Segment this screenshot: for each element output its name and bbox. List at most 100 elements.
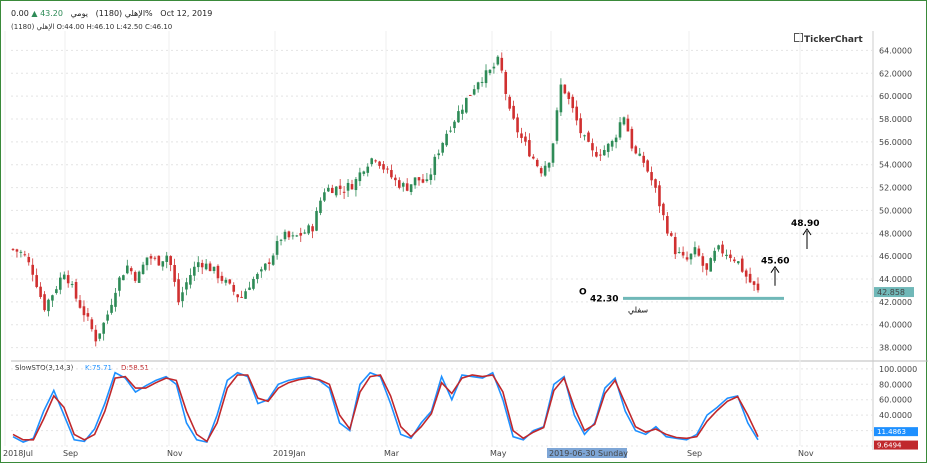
target-label-high: 48.90	[791, 219, 819, 229]
price-tick-label: 58.0000	[879, 115, 912, 124]
candle-body	[543, 165, 547, 176]
time-tick-label: 2019-06-30 Sunday	[549, 449, 628, 458]
candle-body	[291, 235, 295, 237]
candle-body	[263, 263, 267, 270]
change-percent: 0.00%	[11, 9, 153, 18]
chart-logo-icon	[794, 33, 803, 42]
candle-body	[409, 184, 413, 193]
osc-tick-label: 100.0000	[879, 365, 917, 374]
candle-body	[110, 304, 113, 313]
k-line	[12, 371, 759, 444]
candle-body	[334, 186, 338, 196]
d-value-box	[874, 440, 918, 450]
arrow-up-icon	[802, 228, 812, 236]
time-tick-label: Sep	[687, 449, 702, 458]
candle-body	[752, 281, 756, 285]
header-bar: الإهلي (1180) يومي 43.20 ▲ 0.00% Oct 12,…	[11, 9, 212, 18]
price-tick-label: 56.0000	[879, 138, 912, 147]
candle-body	[591, 143, 594, 151]
candle-body	[401, 183, 405, 187]
candle-body	[287, 231, 291, 238]
candle-body	[216, 265, 220, 279]
candle-body	[19, 251, 23, 253]
crosshair-date-box	[547, 448, 627, 458]
candle-body	[390, 170, 393, 178]
time-tick-label: Mar	[384, 449, 400, 458]
candle-body	[465, 97, 468, 113]
candle-body	[595, 151, 598, 157]
candle-body	[228, 279, 232, 284]
candle-body	[133, 272, 137, 281]
candle-body	[208, 263, 212, 272]
time-axis: 2018Jul Sep Nov 2019Jan Mar May 2019-06-30 Sun…	[3, 448, 814, 458]
candle-body	[11, 248, 15, 250]
candle-body	[59, 277, 62, 290]
candle-body	[15, 249, 19, 252]
price-tick-label: 64.0000	[879, 46, 912, 55]
candle-body	[638, 153, 642, 156]
candle-body	[476, 82, 480, 90]
candle-body	[528, 140, 531, 157]
candle-body	[583, 135, 586, 137]
candle-body	[47, 299, 50, 312]
candle-body	[327, 187, 330, 192]
candle-body	[338, 185, 342, 189]
candle-body	[386, 168, 389, 170]
candle-body	[705, 263, 709, 270]
candle-body	[283, 231, 287, 240]
candle-body	[717, 245, 720, 250]
candle-body	[673, 236, 677, 255]
candle-body	[453, 121, 456, 129]
candle-body	[303, 232, 306, 234]
candle-body	[102, 322, 105, 334]
osc-tick-label: 40.0000	[879, 411, 912, 420]
candle-body	[267, 262, 271, 264]
brand-name: TickerChart	[804, 35, 863, 45]
last-price-box	[874, 287, 914, 298]
candle-body	[153, 257, 157, 259]
candle-body	[567, 92, 571, 99]
candle-body	[484, 70, 488, 84]
target-label-mid: 45.60	[761, 257, 789, 267]
candle-body	[539, 168, 543, 174]
candle-body	[330, 187, 334, 194]
candle-body	[319, 200, 322, 213]
candle-body	[122, 275, 125, 281]
time-tick-label: 2019Jan	[273, 449, 306, 458]
candle-body	[650, 172, 653, 181]
symbol-name: الإهلي	[124, 9, 146, 18]
candle-body	[496, 56, 500, 65]
time-tick-label: Sep	[63, 449, 78, 458]
d-readout: D:58.51	[121, 364, 149, 372]
candle-body	[587, 132, 590, 142]
candle-body	[173, 265, 176, 282]
oscillator-title: SlowSTO(3,14,3)	[15, 364, 74, 372]
candle-body	[654, 179, 657, 188]
price-tick-label: 38.0000	[879, 344, 912, 353]
price-tick-label: 52.0000	[879, 184, 912, 193]
candle-body	[275, 241, 279, 255]
candle-body	[323, 192, 326, 201]
candle-body	[437, 153, 441, 156]
candle-body	[252, 279, 255, 289]
last-price-label: 42.858	[877, 288, 905, 297]
candle-body	[681, 251, 685, 256]
candle-body	[55, 289, 58, 294]
candle-body	[181, 292, 184, 302]
candle-body	[461, 109, 464, 114]
candle-body	[433, 156, 437, 175]
candle-body	[23, 254, 27, 256]
candle-body	[27, 256, 31, 263]
candle-body	[86, 313, 90, 317]
candle-body	[642, 155, 645, 163]
candle-body	[106, 314, 109, 321]
candle-body	[70, 283, 74, 285]
candle-body	[114, 292, 117, 307]
candle-body	[736, 261, 740, 264]
candle-body	[35, 275, 38, 287]
candle-body	[232, 284, 236, 292]
candle-body	[472, 89, 476, 95]
candles	[11, 52, 760, 347]
candle-body	[350, 184, 354, 190]
symbol-code: (1180)	[95, 9, 123, 18]
